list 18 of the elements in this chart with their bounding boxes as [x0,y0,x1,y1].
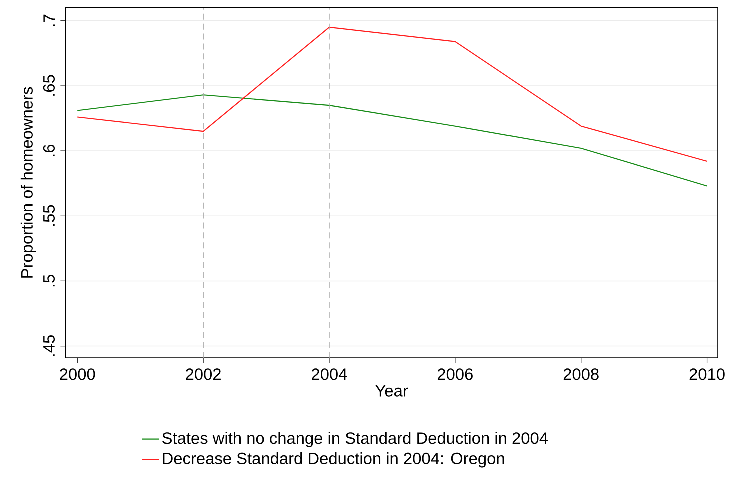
x-tick-label: 2006 [438,368,473,380]
x-tick-label: 2004 [312,368,348,380]
line-series [77,94,708,187]
y-tick-label: .65 [43,75,55,96]
y-tick-label: .55 [44,205,55,226]
y-axis-title: Proportion of homeowners [20,87,36,278]
y-tick-label: .5 [44,274,55,286]
y-tick-label: .45 [44,335,55,356]
x-axis-title: Year [376,385,408,397]
line-series [77,26,708,162]
x-tick-label: 2010 [690,368,725,380]
legend-label: Decrease Standard Deduction in 2004: Oregon [163,452,504,468]
x-tick-label: 2000 [60,368,96,380]
y-tick-label: .7 [44,14,56,26]
x-tick-label: 2008 [564,368,599,380]
legend-label: States with no change in Standard Deduction in 2004 [162,432,548,448]
y-tick-label: .6 [43,144,55,156]
x-tick-label: 2002 [186,368,221,380]
